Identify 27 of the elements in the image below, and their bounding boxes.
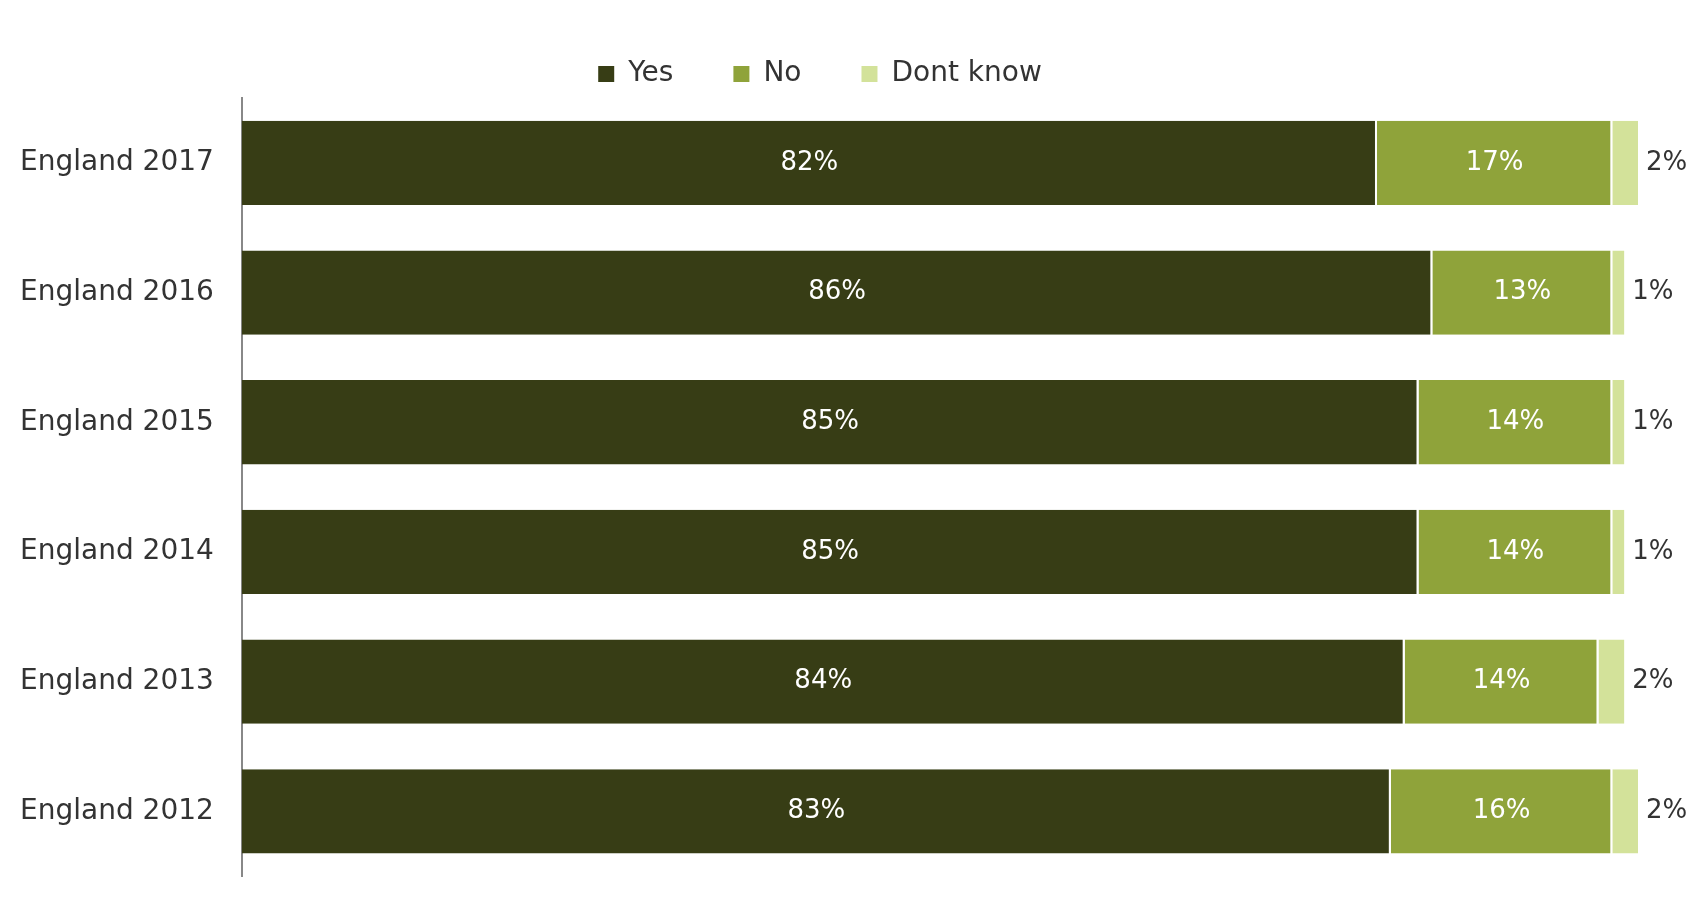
data-label: 13% [1493,275,1552,306]
data-label: 2% [1646,145,1688,176]
y-tick-label: England 2016 [20,273,214,307]
legend-label: Dont know [891,55,1042,89]
data-label: 16% [1472,794,1531,825]
data-label: 14% [1472,664,1531,695]
data-label: 86% [808,275,866,306]
data-label: 14% [1486,534,1545,565]
legend-label: No [763,55,802,89]
y-tick-label: England 2014 [20,533,214,567]
data-label: 83% [787,794,846,825]
y-tick-label: England 2017 [20,144,214,178]
y-tick-label: England 2013 [20,662,214,696]
data-label: 17% [1465,145,1524,176]
data-label: 85% [801,534,860,565]
data-label: 1% [1632,534,1674,565]
legend-label: Yes [627,55,674,89]
data-label: 2% [1646,794,1688,825]
data-label: 14% [1486,405,1545,435]
y-tick-label: England 2015 [20,403,214,437]
y-tick-label: England 2012 [20,792,214,826]
data-label: 1% [1632,405,1674,435]
data-label: 84% [794,664,853,695]
data-label: 85% [801,405,860,435]
data-label: 82% [780,145,839,176]
data-label: 1% [1632,275,1674,306]
data-label: 2% [1632,664,1674,695]
